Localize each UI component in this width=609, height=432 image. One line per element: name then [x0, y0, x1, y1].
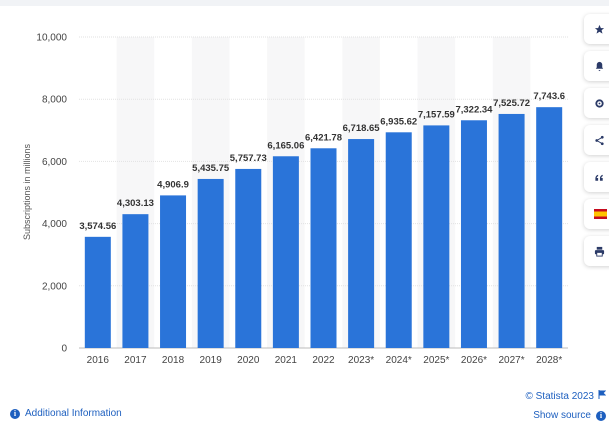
- data-label: 5,757.73: [230, 153, 267, 164]
- quote-icon: [594, 172, 605, 183]
- data-label: 6,935.62: [380, 116, 417, 127]
- bar[interactable]: [235, 168, 262, 348]
- x-tick-label: 2020: [237, 355, 260, 366]
- bar[interactable]: [385, 132, 412, 348]
- data-label: 6,421.78: [305, 132, 342, 143]
- copyright-text: © Statista 2023: [525, 390, 594, 402]
- print-icon: [594, 246, 605, 257]
- x-tick-label: 2026*: [461, 355, 487, 366]
- data-label: 5,435.75: [192, 163, 230, 174]
- data-label: 7,322.34: [455, 104, 493, 115]
- y-tick-label: 10,000: [36, 33, 67, 44]
- x-tick-label: 2022: [312, 355, 335, 366]
- data-labels: 3,574.564,303.134,906.95,435.755,757.736…: [79, 91, 565, 232]
- flag-icon: [598, 390, 607, 402]
- top-strip: [0, 0, 609, 6]
- x-tick-label: 2027*: [499, 355, 525, 366]
- cite-button[interactable]: [584, 162, 609, 192]
- x-tick-label: 2018: [162, 355, 185, 366]
- x-tick-label: 2021: [275, 355, 298, 366]
- bar-chart: 0 2,000 4,000 6,000 8,000 10,000 Subscription…: [22, 33, 568, 366]
- bar[interactable]: [536, 107, 563, 348]
- show-source-label: Show source: [533, 410, 591, 421]
- notification-button[interactable]: [584, 51, 609, 81]
- bar[interactable]: [423, 125, 450, 348]
- y-axis-label: Subscriptions in millions: [22, 143, 32, 240]
- bell-icon: [594, 61, 605, 72]
- print-button[interactable]: [584, 236, 609, 266]
- copyright-notice[interactable]: © Statista 2023: [525, 390, 607, 402]
- data-label: 4,906.9: [157, 179, 189, 190]
- x-tick-label: 2017: [124, 355, 147, 366]
- settings-button[interactable]: [584, 88, 609, 118]
- x-axis-ticks: 2016 2017 2018 2019 2020 2021 2022 2023* 2024* 20…: [87, 355, 563, 366]
- data-label: 7,157.59: [418, 109, 455, 120]
- gear-icon: [594, 98, 605, 109]
- x-tick-label: 2024*: [386, 355, 412, 366]
- x-tick-label: 2023*: [348, 355, 374, 366]
- info-icon: i: [10, 408, 20, 419]
- bars: [84, 107, 563, 349]
- x-tick-label: 2016: [87, 355, 110, 366]
- bar[interactable]: [84, 236, 111, 348]
- bar[interactable]: [498, 113, 525, 349]
- bar[interactable]: [197, 178, 224, 348]
- additional-information-label: Additional Information: [25, 408, 122, 419]
- flag-es-icon: [594, 209, 607, 219]
- language-button[interactable]: [584, 199, 609, 229]
- share-button[interactable]: [584, 125, 609, 155]
- bar[interactable]: [460, 120, 487, 348]
- share-icon: [594, 135, 605, 146]
- data-label: 7,525.72: [493, 98, 530, 109]
- y-tick-label: 2,000: [42, 281, 67, 292]
- bar[interactable]: [122, 214, 149, 348]
- info-icon: i: [596, 410, 606, 421]
- x-tick-label: 2025*: [423, 355, 449, 366]
- side-toolbar: [584, 14, 609, 273]
- y-tick-label: 8,000: [42, 95, 67, 106]
- bar[interactable]: [272, 156, 299, 348]
- y-tick-label: 6,000: [42, 157, 67, 168]
- y-axis-ticks: 0 2,000 4,000 6,000 8,000 10,000: [36, 33, 67, 355]
- y-tick-label: 4,000: [42, 219, 67, 230]
- bar[interactable]: [160, 195, 187, 348]
- additional-information-link[interactable]: i Additional Information: [10, 408, 122, 419]
- show-source-link[interactable]: Show source i: [533, 410, 606, 421]
- data-label: 6,718.65: [343, 123, 381, 134]
- y-tick-label: 0: [61, 344, 67, 355]
- star-icon: [594, 24, 605, 35]
- data-label: 6,165.06: [267, 140, 304, 151]
- bar[interactable]: [348, 139, 375, 348]
- x-tick-label: 2019: [200, 355, 223, 366]
- bar[interactable]: [310, 148, 337, 348]
- data-label: 7,743.6: [533, 91, 565, 102]
- favorite-button[interactable]: [584, 14, 609, 44]
- data-label: 3,574.56: [79, 221, 116, 232]
- x-tick-label: 2028*: [536, 355, 562, 366]
- data-label: 4,303.13: [117, 198, 154, 209]
